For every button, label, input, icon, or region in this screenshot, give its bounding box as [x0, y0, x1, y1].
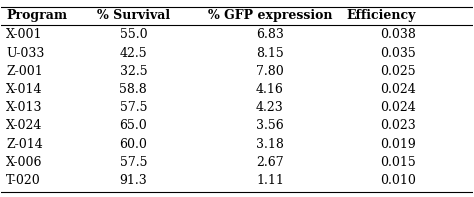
Text: 4.16: 4.16 — [256, 83, 284, 96]
Text: 0.023: 0.023 — [380, 119, 416, 132]
Text: 6.83: 6.83 — [256, 28, 284, 41]
Text: 32.5: 32.5 — [119, 65, 147, 78]
Text: % Survival: % Survival — [97, 9, 170, 22]
Text: 42.5: 42.5 — [119, 46, 147, 59]
Text: X-014: X-014 — [6, 83, 43, 96]
Text: % GFP expression: % GFP expression — [208, 9, 332, 22]
Text: 8.15: 8.15 — [256, 46, 284, 59]
Text: Z-001: Z-001 — [6, 65, 43, 78]
Text: 0.035: 0.035 — [380, 46, 416, 59]
Text: 65.0: 65.0 — [119, 119, 147, 132]
Text: Z-014: Z-014 — [6, 138, 43, 151]
Text: X-024: X-024 — [6, 119, 43, 132]
Text: 57.5: 57.5 — [119, 101, 147, 114]
Text: 0.019: 0.019 — [380, 138, 416, 151]
Text: 3.56: 3.56 — [256, 119, 284, 132]
Text: 58.8: 58.8 — [119, 83, 147, 96]
Text: X-001: X-001 — [6, 28, 43, 41]
Text: 7.80: 7.80 — [256, 65, 284, 78]
Text: T-020: T-020 — [6, 174, 41, 187]
Text: 0.015: 0.015 — [380, 156, 416, 169]
Text: X-006: X-006 — [6, 156, 43, 169]
Text: 3.18: 3.18 — [256, 138, 284, 151]
Text: Efficiency: Efficiency — [346, 9, 416, 22]
Text: 91.3: 91.3 — [119, 174, 147, 187]
Text: 55.0: 55.0 — [119, 28, 147, 41]
Text: 0.024: 0.024 — [380, 101, 416, 114]
Text: 0.025: 0.025 — [381, 65, 416, 78]
Text: X-013: X-013 — [6, 101, 43, 114]
Text: 0.010: 0.010 — [380, 174, 416, 187]
Text: 4.23: 4.23 — [256, 101, 284, 114]
Text: Program: Program — [6, 9, 67, 22]
Text: U-033: U-033 — [6, 46, 45, 59]
Text: 1.11: 1.11 — [256, 174, 284, 187]
Text: 60.0: 60.0 — [119, 138, 147, 151]
Text: 57.5: 57.5 — [119, 156, 147, 169]
Text: 0.024: 0.024 — [380, 83, 416, 96]
Text: 2.67: 2.67 — [256, 156, 284, 169]
Text: 0.038: 0.038 — [380, 28, 416, 41]
